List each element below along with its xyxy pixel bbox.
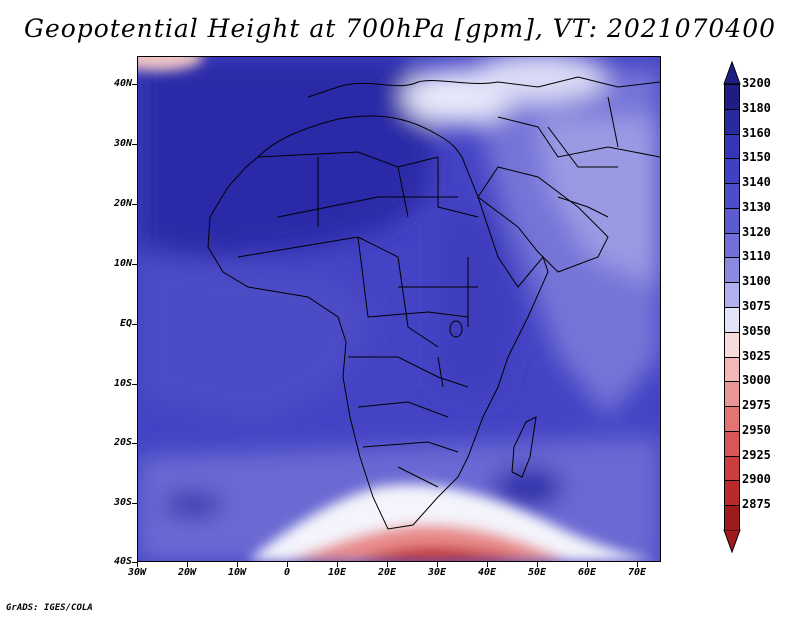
lat-label: EQ [119, 318, 132, 329]
lat-label: 40S [113, 556, 132, 567]
colorbar-swatch [724, 183, 740, 208]
lon-tick [537, 562, 538, 567]
colorbar-level-label: 3120 [742, 224, 771, 239]
chart-title: Geopotential Height at 700hPa [gpm], VT:… [23, 14, 777, 43]
colorbar-swatch [724, 108, 740, 134]
map-panel [137, 56, 661, 562]
colorbar-level-label: 3200 [742, 76, 771, 90]
colorbar-top-arrow [723, 60, 741, 85]
colorbar-level-label: 3140 [742, 175, 771, 190]
lon-tick [637, 562, 638, 567]
lat-tick [132, 204, 137, 205]
lon-label: 20E [377, 567, 397, 578]
lon-tick [287, 562, 288, 567]
lon-tick [137, 562, 138, 567]
colorbar-level-label: 3130 [742, 199, 771, 214]
lon-tick [387, 562, 388, 567]
lat-label: 20S [113, 437, 132, 448]
colorbar-level-label: 2950 [742, 422, 771, 437]
lat-tick [132, 144, 137, 145]
lon-label: 0 [283, 567, 291, 578]
colorbar-level-label: 3100 [742, 274, 771, 289]
colorbar-level-label: 2975 [742, 398, 771, 413]
lat-label: 20N [113, 198, 132, 209]
colorbar-swatch [724, 282, 740, 307]
colorbar-swatch [724, 331, 740, 357]
lat-tick [132, 562, 137, 563]
colorbar-swatch [724, 430, 740, 456]
lon-label: 40E [477, 567, 497, 578]
lat-tick [132, 384, 137, 385]
colorbar-level-label: 3110 [742, 249, 771, 264]
colorbar-swatch [724, 307, 740, 332]
lon-tick [437, 562, 438, 567]
colorbar-level-label: 3075 [742, 299, 771, 313]
colorbar-arrows [723, 60, 741, 554]
lat-tick [132, 443, 137, 444]
lon-label: 10E [327, 567, 347, 578]
lat-tick [132, 324, 137, 325]
lon-label: 10W [227, 567, 247, 578]
colorbar-level-label: 3025 [742, 348, 771, 363]
lon-tick [487, 562, 488, 567]
lat-tick [132, 264, 137, 265]
colorbar-swatch [724, 406, 740, 431]
colorbar-level-label: 2925 [742, 447, 771, 462]
lon-label: 50E [527, 567, 547, 578]
colorbar-level-label: 3150 [742, 150, 771, 165]
contour-map [138, 57, 660, 561]
lon-tick [237, 562, 238, 567]
lat-label: 10N [113, 258, 132, 269]
colorbar-swatch [724, 84, 740, 109]
colorbar-swatch [724, 133, 740, 159]
colorbar-bottom-arrow [723, 529, 741, 554]
lon-label: 20W [177, 567, 197, 578]
colorbar-swatch [724, 356, 740, 382]
lon-label: 30W [127, 567, 147, 578]
colorbar-swatch [724, 480, 740, 506]
lon-tick [337, 562, 338, 567]
colorbar-swatch [724, 455, 740, 481]
colorbar-level-label: 3180 [742, 100, 771, 115]
lat-label: 30N [113, 138, 132, 149]
colorbar-level-label: 3160 [742, 125, 771, 140]
colorbar-level-label: 2875 [742, 497, 771, 512]
colorbar-swatch [724, 257, 740, 283]
lon-tick [587, 562, 588, 567]
colorbar-swatch [724, 158, 740, 184]
colorbar-level-label: 2900 [742, 472, 771, 487]
colorbar-swatch [724, 505, 740, 530]
colorbar-level-label: 3000 [742, 373, 771, 388]
lon-label: 30E [427, 567, 447, 578]
colorbar-swatch [724, 381, 740, 407]
lat-label: 30S [113, 497, 132, 508]
colorbar-swatch [724, 232, 740, 258]
lon-label: 70E [627, 567, 647, 578]
lat-label: 10S [113, 378, 132, 389]
grads-credit: GrADS: IGES/COLA [6, 603, 93, 613]
lon-label: 60E [577, 567, 597, 578]
colorbar-swatch [724, 207, 740, 233]
colorbar-level-label: 3050 [742, 323, 771, 338]
lon-tick [187, 562, 188, 567]
lat-label: 40N [113, 78, 132, 89]
lat-tick [132, 503, 137, 504]
lat-tick [132, 84, 137, 85]
